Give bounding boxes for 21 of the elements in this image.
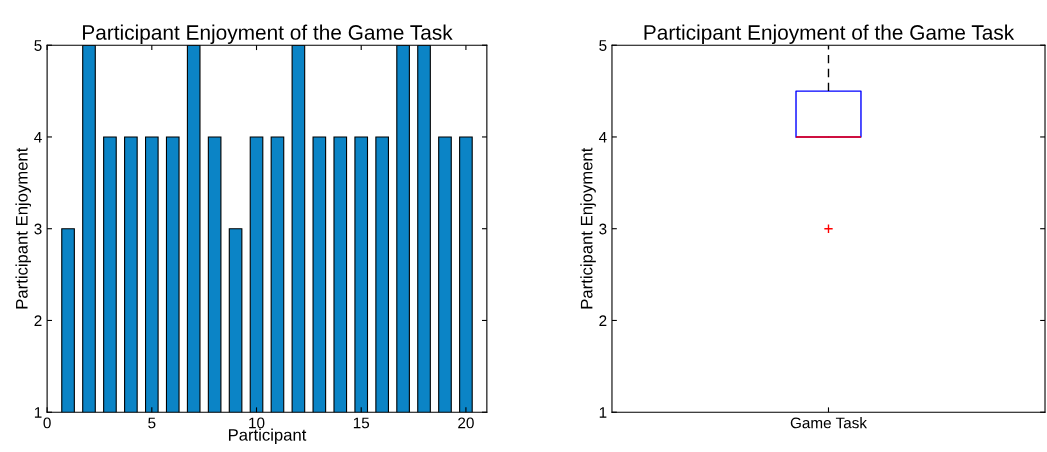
y-tick-label: 5	[34, 40, 42, 51]
x-tick-label: Game Task	[790, 417, 868, 429]
y-tick-label: 3	[599, 223, 607, 235]
x-tick-label: 20	[458, 417, 474, 429]
x-tick-label: 0	[43, 417, 51, 429]
y-tick-label: 2	[34, 315, 42, 326]
chart-title: Participant Enjoyment of the Game Task	[83, 24, 453, 44]
x-tick-label: 15	[353, 417, 370, 429]
y-axis-title: Participant Enjoyment	[580, 147, 596, 309]
y-tick-label: 1	[34, 407, 42, 418]
y-axis-title: Participant Enjoyment	[15, 147, 31, 309]
y-tick-label: 4	[598, 131, 607, 143]
chart-title: Participant Enjoyment of the Game Task	[644, 24, 1015, 44]
y-tick-label: 1	[599, 407, 607, 418]
x-axis-title: Participant	[228, 428, 307, 445]
x-tick-label: 5	[148, 417, 156, 429]
x-tick-label: 10	[249, 417, 265, 429]
y-tick-label: 2	[599, 315, 607, 326]
y-tick-label: 3	[34, 223, 42, 235]
y-tick-label: 4	[34, 131, 42, 143]
y-tick-label: 5	[599, 40, 607, 51]
